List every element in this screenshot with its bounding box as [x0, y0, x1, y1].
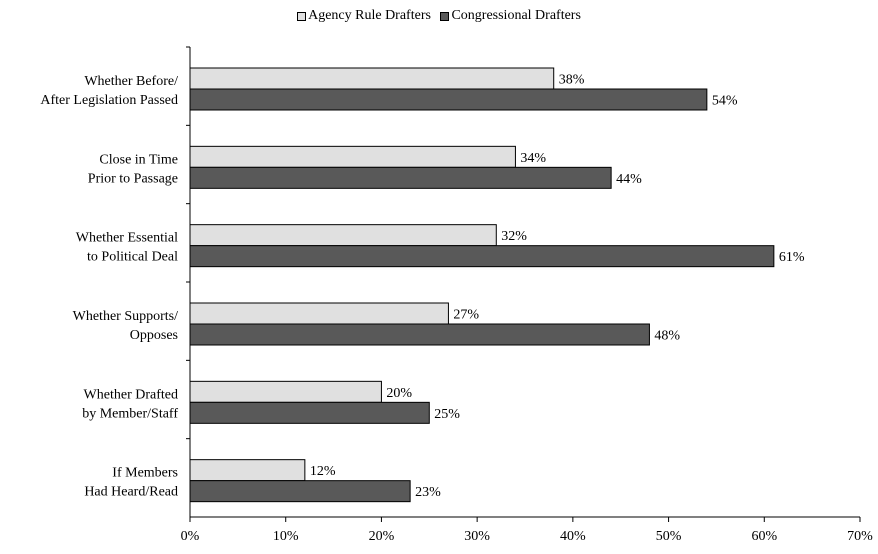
data-label-agency-3: 27% — [453, 308, 479, 323]
bar-congressional-4 — [189, 401, 430, 424]
legend-swatch-congressional — [440, 11, 450, 21]
bar-agency-3 — [189, 302, 449, 325]
x-tick-label-4: 40% — [560, 529, 586, 544]
chart-legend: Agency Rule Drafters Congressional Draft… — [0, 8, 878, 26]
data-label-congressional-2: 61% — [779, 250, 805, 265]
legend-swatch-agency — [297, 11, 307, 21]
bar-congressional-1 — [189, 166, 612, 189]
bar-agency-5 — [189, 459, 306, 482]
bar-agency-1 — [189, 145, 516, 168]
category-label-5-0: If Members — [112, 466, 178, 481]
bar-congressional-5 — [189, 480, 411, 503]
category-label-0-0: Whether Before/ — [84, 74, 178, 89]
data-label-congressional-4: 25% — [434, 407, 460, 422]
data-label-agency-1: 34% — [520, 151, 546, 166]
x-tick-label-6: 60% — [751, 529, 777, 544]
data-label-agency-4: 20% — [386, 386, 412, 401]
x-tick-label-7: 70% — [847, 529, 873, 544]
data-label-agency-2: 32% — [501, 229, 527, 244]
x-tick-label-0: 0% — [181, 529, 200, 544]
data-label-agency-5: 12% — [310, 464, 336, 479]
bar-congressional-0 — [189, 88, 708, 111]
data-label-congressional-1: 44% — [616, 172, 642, 187]
data-label-agency-0: 38% — [559, 73, 585, 88]
data-label-congressional-0: 54% — [712, 94, 738, 109]
legend-label-congressional: Congressional Drafters — [451, 8, 581, 23]
bar-congressional-2 — [189, 245, 775, 268]
bar-agency-2 — [189, 224, 497, 247]
x-tick-label-1: 10% — [273, 529, 299, 544]
bar-congressional-3 — [189, 323, 650, 346]
data-label-congressional-3: 48% — [654, 329, 680, 344]
legend-item-congressional: Congressional Drafters — [440, 8, 581, 24]
category-label-5-1: Had Heard/Read — [84, 485, 178, 500]
legend-label-agency: Agency Rule Drafters — [308, 8, 431, 23]
category-label-1-1: Prior to Passage — [88, 171, 178, 186]
category-label-1-0: Close in Time — [99, 152, 178, 167]
data-label-congressional-5: 23% — [415, 485, 441, 500]
category-label-2-0: Whether Essential — [76, 231, 178, 246]
category-label-3-1: Opposes — [130, 328, 178, 343]
category-label-2-1: to Political Deal — [87, 250, 178, 265]
x-tick-label-2: 20% — [369, 529, 395, 544]
bar-agency-4 — [189, 380, 382, 403]
category-label-0-1: After Legislation Passed — [40, 93, 178, 108]
legend-item-agency: Agency Rule Drafters — [297, 8, 431, 24]
category-label-3-0: Whether Supports/ — [73, 309, 178, 324]
category-label-4-1: by Member/Staff — [82, 406, 178, 421]
bar-agency-0 — [189, 67, 555, 90]
category-label-4-0: Whether Drafted — [84, 387, 178, 402]
x-tick-label-5: 50% — [656, 529, 682, 544]
x-tick-label-3: 30% — [464, 529, 490, 544]
